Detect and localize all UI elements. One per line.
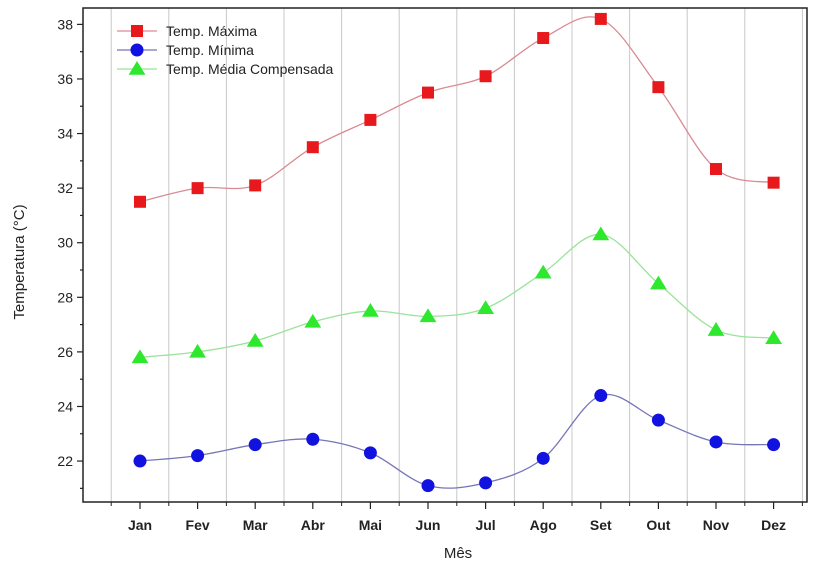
legend-marker-circle: [131, 44, 144, 57]
x-tick-label: Fev: [186, 517, 210, 533]
data-point-circle: [306, 433, 319, 446]
data-point-circle: [479, 476, 492, 489]
y-tick-label: 22: [57, 453, 73, 469]
x-tick-label: Mai: [359, 517, 382, 533]
data-point-circle: [537, 452, 550, 465]
data-point-circle: [710, 435, 723, 448]
data-point-circle: [191, 449, 204, 462]
data-point-square: [364, 114, 376, 126]
y-tick-label: 24: [57, 398, 73, 414]
data-point-circle: [652, 414, 665, 427]
legend-label-square: Temp. Máxima: [166, 23, 257, 39]
y-tick-label: 32: [57, 180, 73, 196]
y-axis-title: Temperatura (°C): [11, 204, 28, 319]
x-tick-label: Jan: [128, 517, 152, 533]
data-point-circle: [767, 438, 780, 451]
x-tick-label: Out: [646, 517, 670, 533]
x-axis-title: Mês: [444, 545, 472, 562]
data-point-square: [422, 87, 434, 99]
data-point-square: [595, 13, 607, 25]
x-tick-label: Mar: [243, 517, 268, 533]
x-tick-label: Abr: [301, 517, 326, 533]
data-point-square: [480, 70, 492, 82]
data-point-square: [652, 81, 664, 93]
plot-background: [83, 8, 807, 502]
x-tick-label: Jul: [475, 517, 495, 533]
y-tick-label: 38: [57, 16, 73, 32]
data-point-square: [192, 182, 204, 194]
data-point-circle: [134, 455, 147, 468]
data-point-square: [710, 163, 722, 175]
y-tick-label: 28: [57, 289, 73, 305]
legend-label-circle: Temp. Mínima: [166, 42, 254, 58]
x-tick-label: Dez: [761, 517, 786, 533]
legend-marker-square: [131, 25, 143, 37]
data-point-square: [768, 177, 780, 189]
data-point-square: [537, 32, 549, 44]
legend-label-triangle: Temp. Média Compensada: [166, 61, 334, 77]
data-point-circle: [422, 479, 435, 492]
y-tick-label: 36: [57, 71, 73, 87]
x-tick-label: Ago: [530, 517, 557, 533]
x-tick-label: Set: [590, 517, 612, 533]
y-tick-label: 30: [57, 235, 73, 251]
data-point-circle: [249, 438, 262, 451]
data-point-circle: [364, 446, 377, 459]
data-point-square: [134, 196, 146, 208]
y-tick-label: 34: [57, 126, 73, 142]
data-point-circle: [594, 389, 607, 402]
x-tick-label: Nov: [703, 517, 730, 533]
data-point-square: [249, 179, 261, 191]
y-tick-label: 26: [57, 344, 73, 360]
x-tick-label: Jun: [416, 517, 441, 533]
data-point-square: [307, 141, 319, 153]
